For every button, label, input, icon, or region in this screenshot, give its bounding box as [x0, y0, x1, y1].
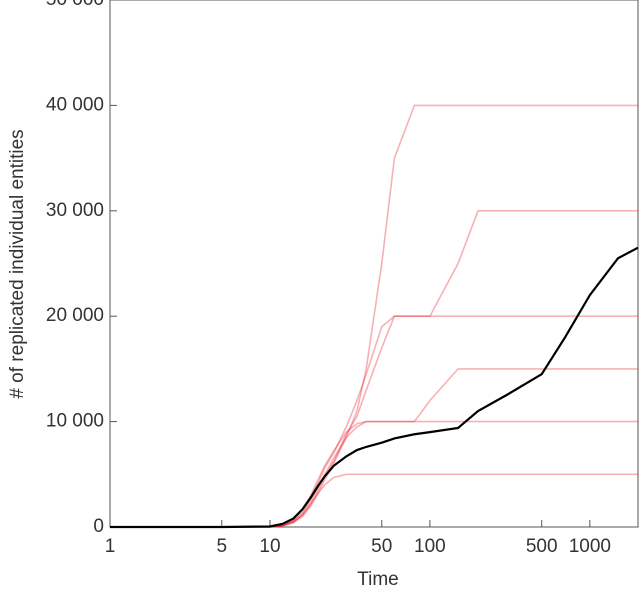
x-tick-label: 1000 [569, 536, 611, 557]
y-axis-label: # of replicated individual entities [7, 129, 28, 398]
series-line [110, 315, 638, 528]
x-tick-label: 5 [217, 536, 228, 557]
x-axis-label: Time [357, 569, 399, 590]
y-tick-label: 50 000 [46, 0, 104, 10]
series-line [110, 210, 638, 528]
y-tick-label: 30 000 [46, 200, 104, 221]
series-line [110, 473, 638, 528]
series-line [110, 246, 639, 529]
series-line [110, 368, 638, 528]
plot-frame [109, 0, 639, 528]
series-line [110, 104, 638, 528]
x-tick-label: 500 [526, 536, 558, 557]
x-tick-label: 100 [414, 536, 446, 557]
x-tick-label: 1 [105, 536, 116, 557]
y-tick-label: 10 000 [46, 411, 104, 432]
y-tick-label: 0 [93, 516, 104, 537]
y-tick-label: 40 000 [46, 94, 104, 115]
x-tick-label: 10 [259, 536, 280, 557]
x-tick-label: 50 [371, 536, 392, 557]
y-tick-label: 20 000 [46, 305, 104, 326]
